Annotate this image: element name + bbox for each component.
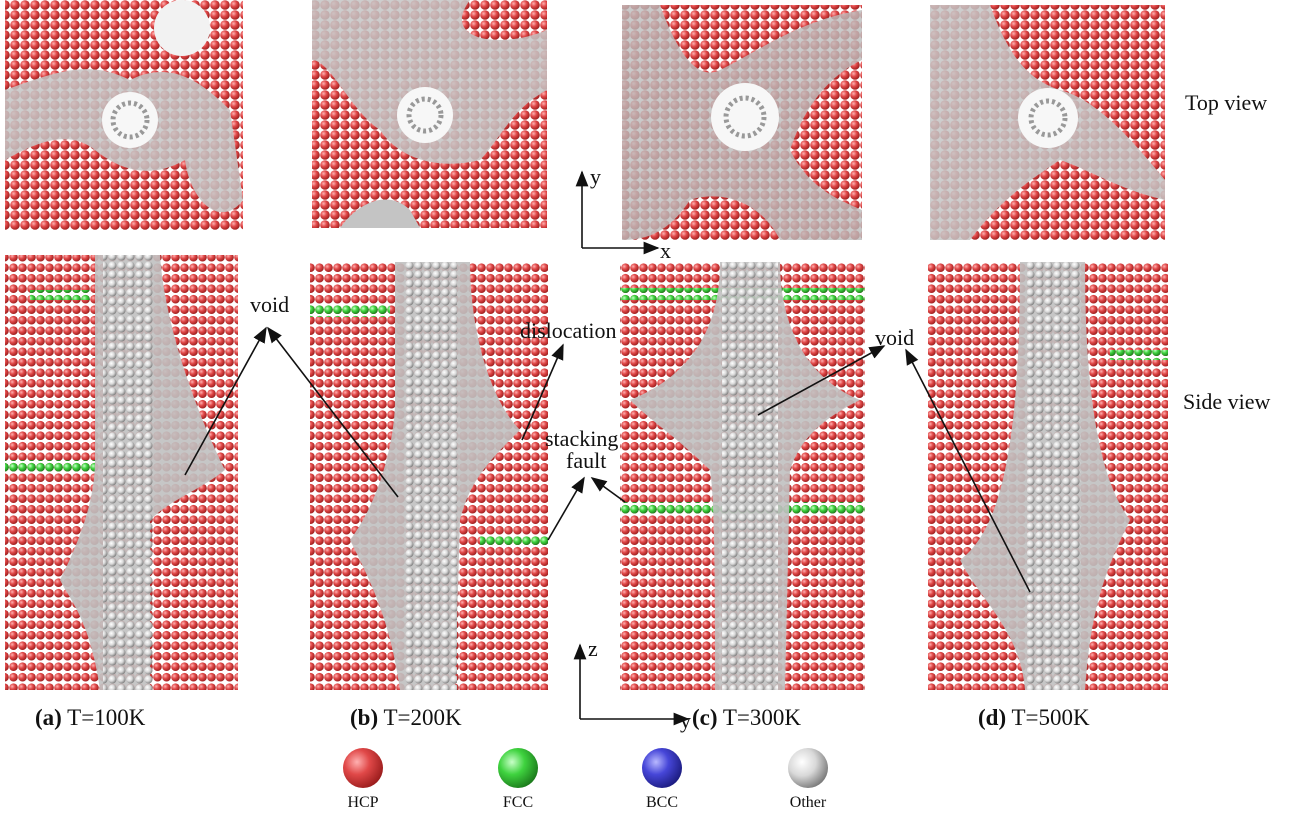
panel-temperature: T=200K [383, 705, 462, 730]
legend-swatch [343, 748, 383, 788]
panel-temperature: T=500K [1011, 705, 1090, 730]
annotation: dislocation [520, 318, 617, 343]
axis-label: y [680, 708, 691, 733]
panel-caption: (c) T=300K [692, 705, 801, 730]
side-panel-d [928, 262, 1168, 690]
legend-label: BCC [646, 794, 678, 811]
legend: HCP FCC BCC Other [343, 748, 828, 811]
annotation: void [250, 292, 289, 317]
annotation: fault [566, 448, 606, 473]
panel-caption: (d) T=500K [978, 705, 1090, 730]
panel-temperature: T=100K [67, 705, 146, 730]
annotation: void [875, 325, 914, 350]
legend-swatch [788, 748, 828, 788]
legend-swatch [642, 748, 682, 788]
figure: Top view Side view void dislocation stac… [0, 0, 1298, 813]
axis-label: z [588, 636, 598, 661]
top-panel-c [622, 5, 862, 240]
side-panel-a [5, 255, 238, 690]
side-panel-c [620, 262, 865, 690]
top-panel-a [5, 0, 243, 230]
legend-label: FCC [503, 794, 533, 811]
panel-label: (a) [35, 705, 62, 730]
panel-temperature: T=300K [723, 705, 802, 730]
panel-caption: (b) T=200K [350, 705, 462, 730]
axis-label: x [660, 238, 671, 263]
panel-label: (b) [350, 705, 378, 730]
side-panel-b [310, 262, 548, 690]
legend-label: Other [790, 794, 827, 811]
panel-label: (c) [692, 705, 718, 730]
legend-swatch [498, 748, 538, 788]
view-label: Side view [1183, 389, 1270, 414]
legend-label: HCP [347, 794, 378, 811]
axis-label: y [590, 164, 601, 189]
top-panel-d [930, 5, 1165, 240]
panel-label: (d) [978, 705, 1006, 730]
panel-caption: (a) T=100K [35, 705, 146, 730]
view-label: Top view [1185, 90, 1267, 115]
top-panel-b [312, 0, 547, 228]
